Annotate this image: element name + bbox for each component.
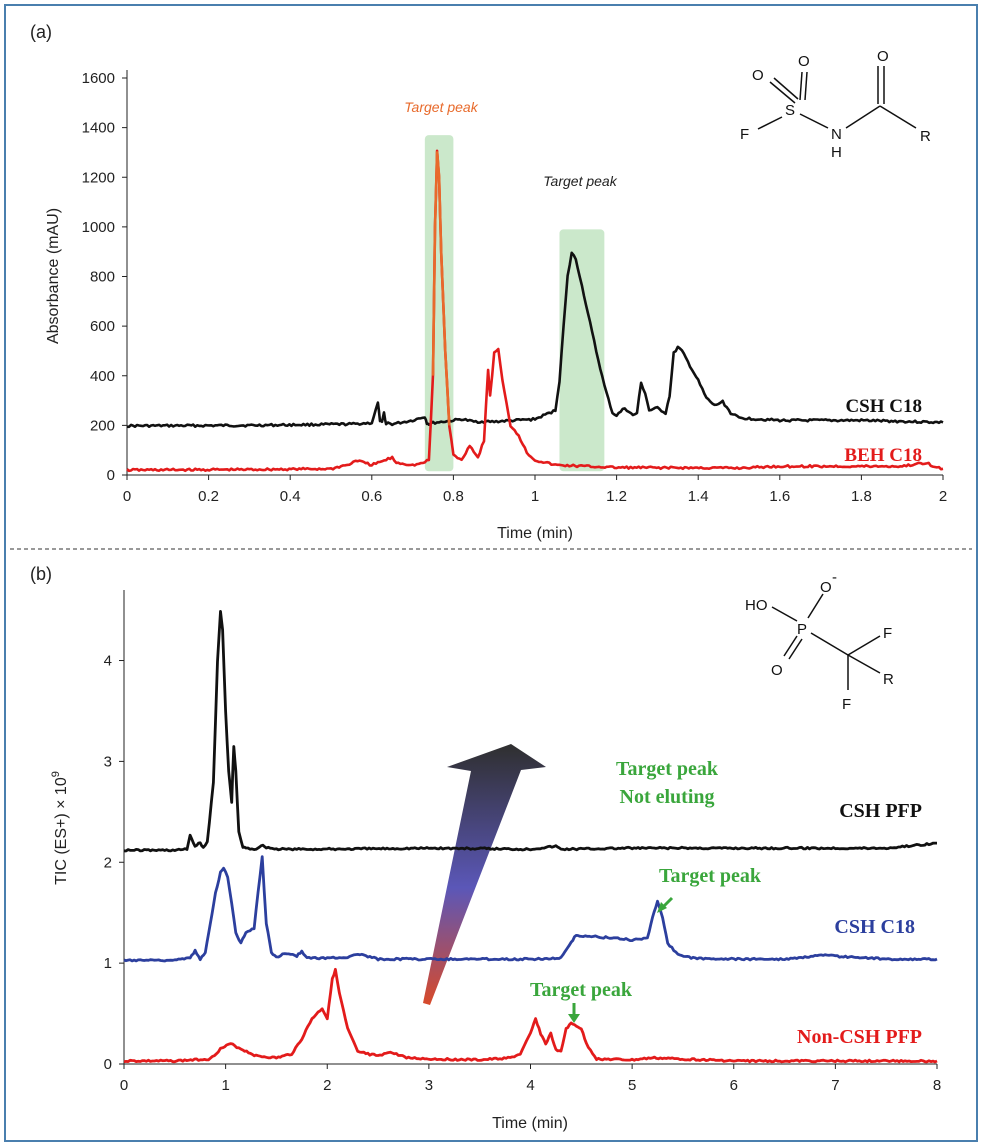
trend-arrow: [423, 744, 546, 1005]
panel-a-label: (a): [30, 22, 52, 42]
panel-a-y-tick-label: 400: [90, 368, 115, 385]
series-label-csh-c18-a: CSH C18: [845, 396, 922, 417]
structure-a-n: N: [831, 126, 842, 143]
series-line-non-csh-pfp: [123, 967, 938, 1064]
structure-a-s: S: [785, 102, 795, 119]
target-peak-annotation-a1: Target peak: [404, 99, 478, 115]
x-axis-label-b: Time (min): [492, 1115, 568, 1132]
panel-b-x-tick-label: 5: [628, 1077, 636, 1094]
series-line-csh-c18: [123, 855, 938, 963]
structure-b-o: O: [771, 662, 783, 679]
panel-a-x-tick-label: 0.2: [198, 488, 219, 505]
structure-b-p: P: [797, 621, 807, 638]
panel-a-x-tick-label: 2: [939, 488, 947, 505]
panel-a-y-tick-label: 0: [107, 467, 115, 484]
structure-a-o2: O: [798, 53, 810, 70]
series-line-csh-pfp: [123, 610, 937, 853]
x-axis-label-a: Time (min): [497, 525, 573, 542]
panel-b-x-tick-label: 4: [526, 1077, 534, 1094]
panel-b: (b) 0 1 2 3 4 5 6 7 8 0 1 2 3 4 Target peak Not eluti…: [30, 564, 941, 1132]
panel-a-x-tick-label: 1.6: [769, 488, 790, 505]
panel-b-y-tick-label: 2: [104, 854, 112, 871]
target-peak-overlay: [431, 151, 451, 426]
structure-a-f: F: [740, 126, 749, 143]
y-axis-label-b: TIC (ES+) × 109: [50, 771, 70, 885]
not-eluting-annotation: Not eluting: [620, 786, 715, 808]
panel-a-y-tick-label: 600: [90, 318, 115, 335]
panel-a-x-tick-label: 0.4: [280, 488, 301, 505]
series-label-csh-pfp: CSH PFP: [839, 800, 922, 822]
structure-b-f1: F: [883, 625, 892, 642]
panel-b-x-tick-label: 8: [933, 1077, 941, 1094]
panel-a-x-tick-label: 1.2: [606, 488, 627, 505]
panel-a-x-tick-label: 1: [531, 488, 539, 505]
panel-b-label: (b): [30, 564, 52, 584]
figure-frame: [4, 4, 978, 1142]
structure-b-o-minus: O: [820, 579, 832, 596]
panel-b-x-tick-label: 7: [831, 1077, 839, 1094]
panel-b-y-tick-label: 1: [104, 955, 112, 972]
series-line-beh-c18: [126, 149, 944, 473]
panel-a-y-tick-label: 1000: [82, 219, 115, 236]
panel-b-x-tick-label: 0: [120, 1077, 128, 1094]
target-arrow-b2: [657, 896, 674, 913]
panel-b-y-tick-label: 4: [104, 653, 112, 670]
panel-a-x-tick-label: 0: [123, 488, 131, 505]
structure-b-f2: F: [842, 696, 851, 713]
panel-b-y-tick-label: 0: [104, 1056, 112, 1073]
target-peak-annotation-b1: Target peak: [616, 758, 719, 780]
panel-b-x-tick-label: 3: [425, 1077, 433, 1094]
series-label-beh-c18: BEH C18: [844, 445, 922, 466]
target-peak-annotation-b2: Target peak: [659, 865, 762, 887]
panel-a-x-tick-label: 1.4: [688, 488, 709, 505]
sulfonyl-fluoride-structure: [757, 66, 917, 130]
structure-a-o1: O: [752, 67, 764, 84]
series-label-non-csh-pfp: Non-CSH PFP: [797, 1026, 922, 1048]
phosphonate-structure: [771, 593, 881, 690]
structure-a-o3: O: [877, 48, 889, 65]
series-line-csh-c18: [126, 251, 944, 429]
target-peak-annotation-a2: Target peak: [543, 173, 617, 189]
target-arrow-b3: [568, 1003, 580, 1023]
structure-a-r: R: [920, 128, 931, 145]
panel-a-y-tick-label: 1600: [82, 70, 115, 87]
structure-b-charge: -: [832, 569, 837, 586]
panel-b-x-tick-label: 6: [730, 1077, 738, 1094]
panel-a: (a) 0 0.2 0.4 0.6 0.8 1 1.2 1.4 1.6 1.8 2 0 200 400 60…: [30, 22, 947, 542]
panel-b-y-tick-label: 3: [104, 753, 112, 770]
panel-a-y-tick-label: 1400: [82, 120, 115, 137]
structure-b-r: R: [883, 671, 894, 688]
structure-a-h: H: [831, 144, 842, 161]
target-peak-annotation-b3: Target peak: [530, 979, 633, 1001]
panel-a-y-tick-label: 200: [90, 417, 115, 434]
panel-a-y-tick-label: 800: [90, 269, 115, 286]
panel-a-x-tick-label: 0.8: [443, 488, 464, 505]
structure-b-ho: HO: [745, 597, 768, 614]
panel-a-y-tick-label: 1200: [82, 169, 115, 186]
target-highlight-region: [559, 229, 605, 472]
series-label-csh-c18-b: CSH C18: [834, 916, 915, 938]
panel-b-x-tick-label: 1: [221, 1077, 229, 1094]
panel-a-x-tick-label: 1.8: [851, 488, 872, 505]
panel-a-x-tick-label: 0.6: [361, 488, 382, 505]
panel-b-x-tick-label: 2: [323, 1077, 331, 1094]
y-axis-label-a: Absorbance (mAU): [45, 208, 62, 344]
